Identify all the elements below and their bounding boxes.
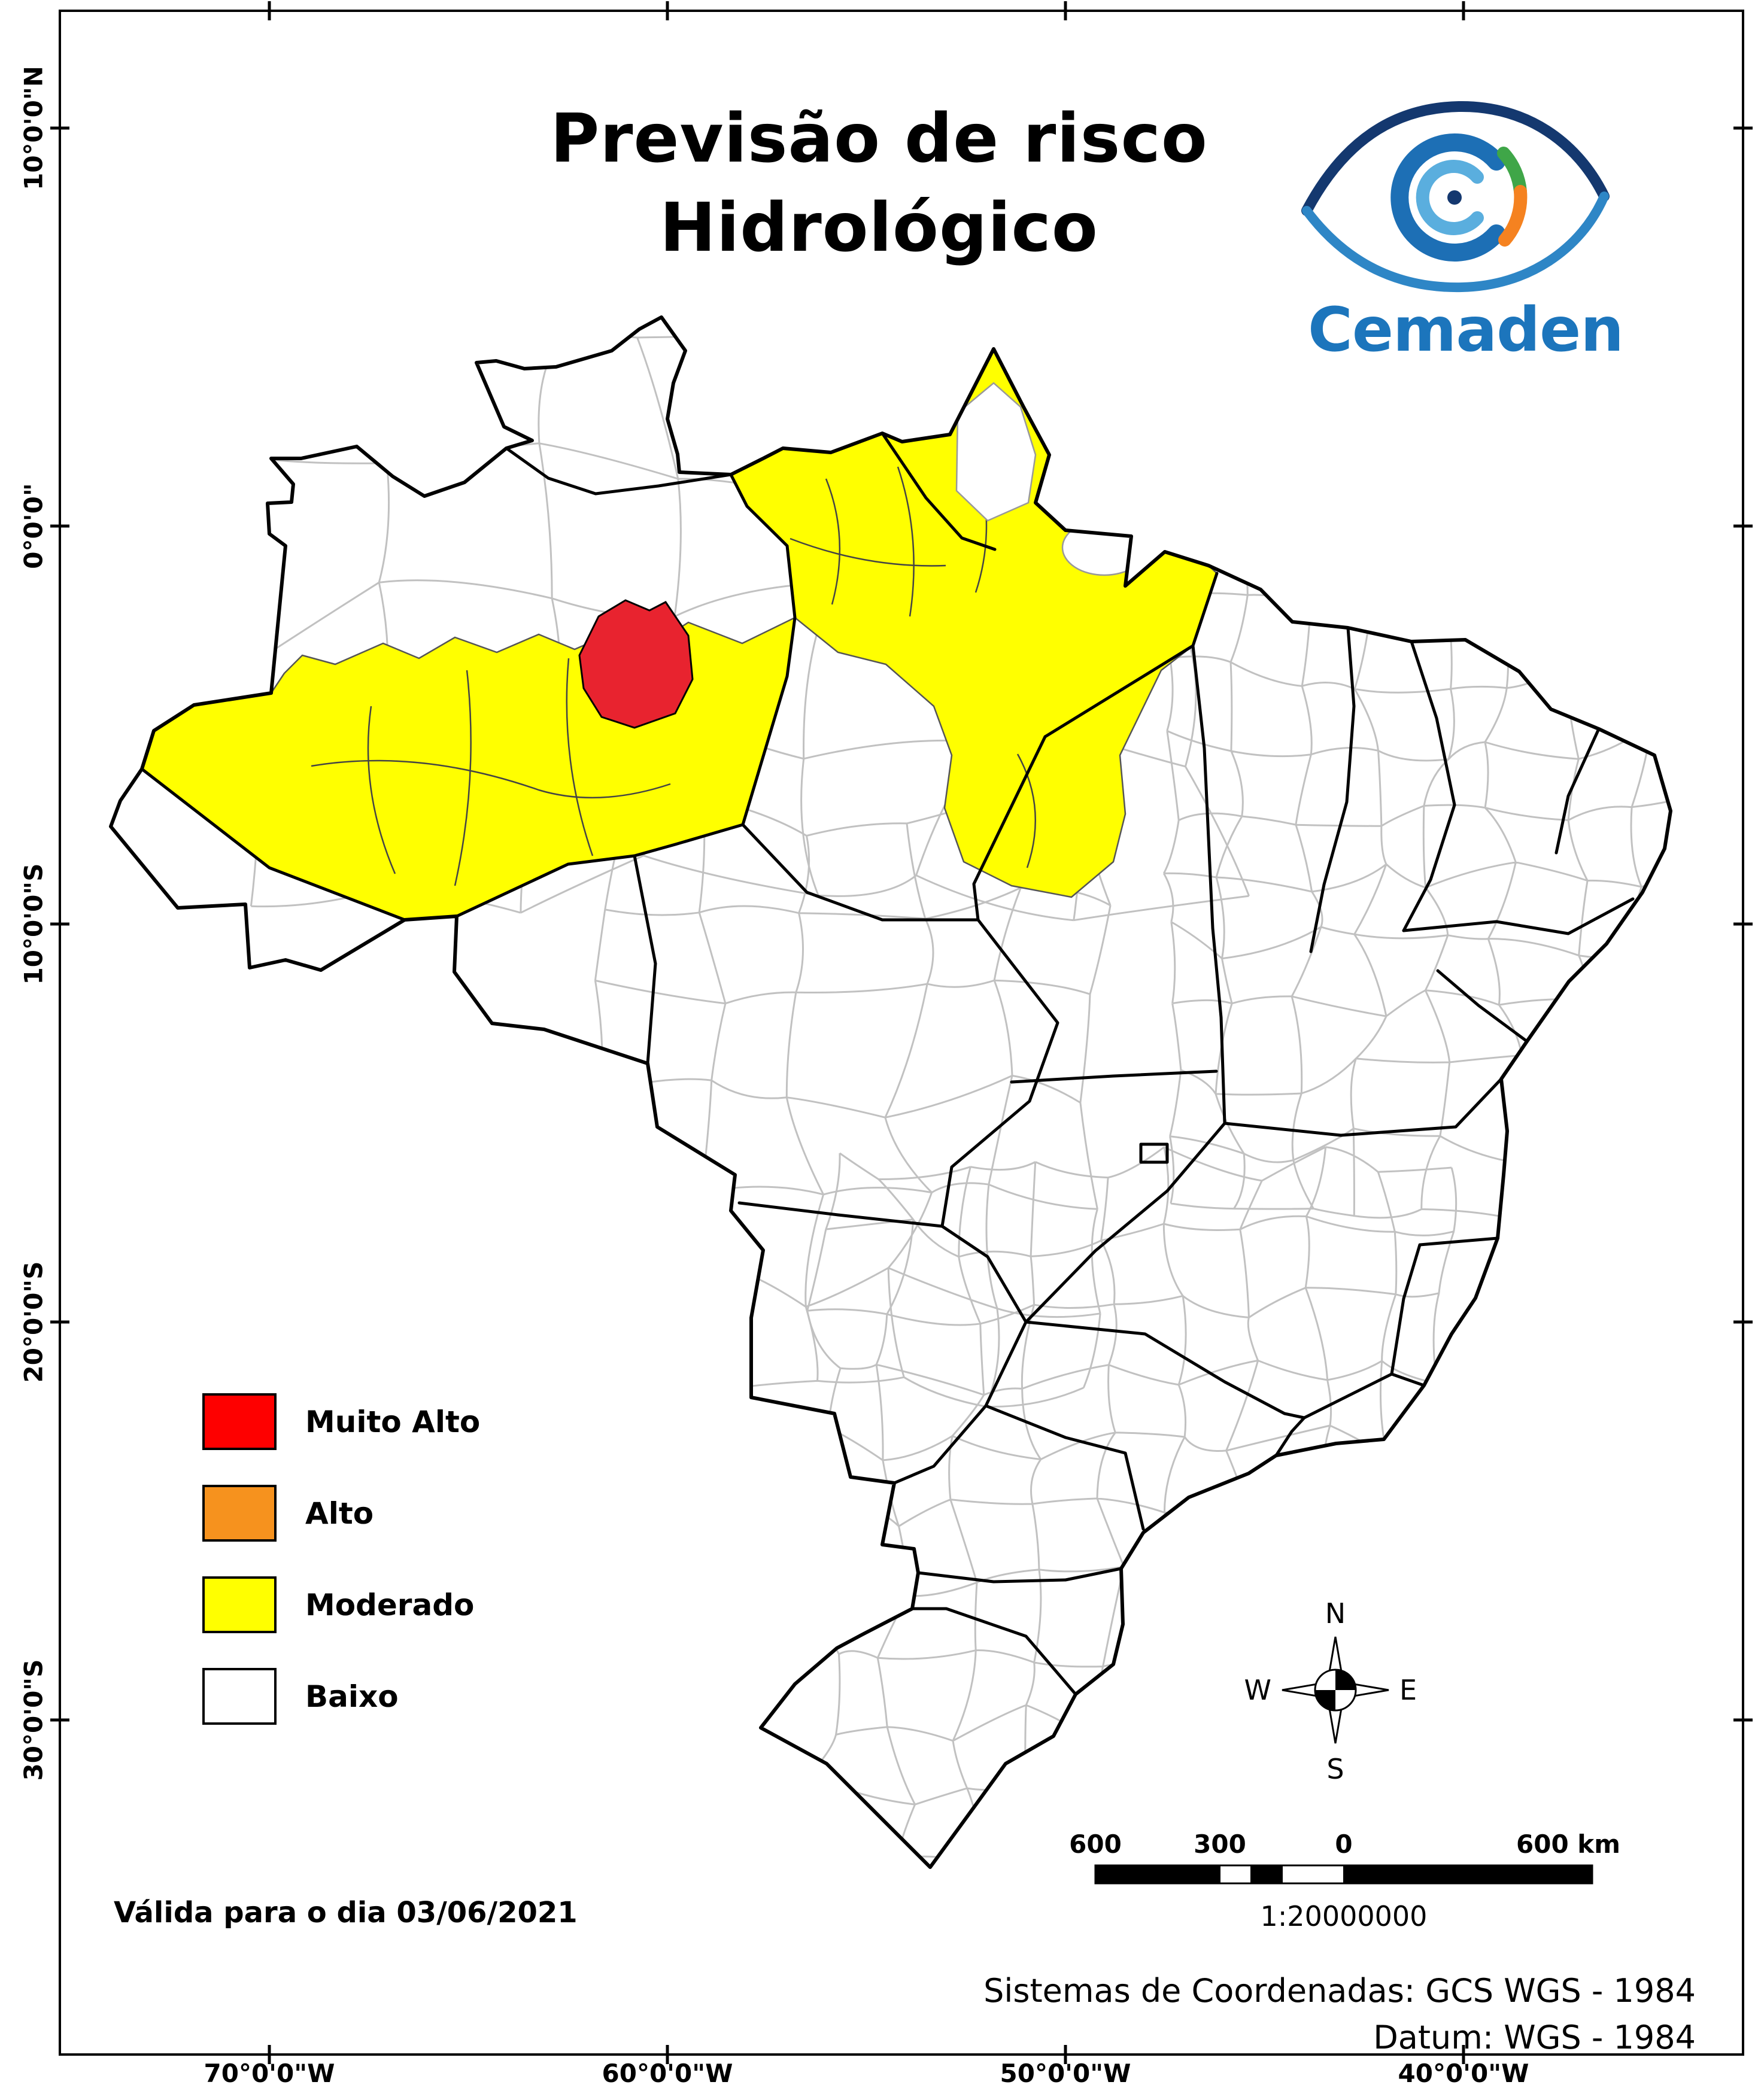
compass-label-n: N xyxy=(1325,1597,1346,1630)
lat-label-30s: 30°0'0"S xyxy=(19,1659,48,1781)
legend-label-baixo: Baixo xyxy=(305,1679,399,1714)
risk-legend: Muito Alto Alto Moderado Baixo xyxy=(202,1393,480,1759)
compass-label-s: S xyxy=(1326,1753,1344,1785)
marajo-island xyxy=(1061,519,1147,576)
map-title-line1: Previsão de risco xyxy=(550,100,1208,178)
baixo-enclave-amapa xyxy=(955,382,1037,522)
legend-swatch-moderado xyxy=(202,1576,277,1633)
scale-ratio: 1:20000000 xyxy=(1261,1900,1428,1932)
cemaden-eye-icon xyxy=(1301,101,1610,293)
lat-label-0: 0°0'0" xyxy=(19,483,48,569)
lat-label-10s: 10°0'0"S xyxy=(19,863,48,985)
lat-label-20s: 20°0'0"S xyxy=(19,1261,48,1383)
axis-ticks xyxy=(50,1,1753,2064)
scale-label-600km: 600 km xyxy=(1516,1829,1620,1859)
scale-label-600-left: 600 xyxy=(1069,1829,1122,1859)
legend-swatch-baixo xyxy=(202,1668,277,1725)
scale-label-300: 300 xyxy=(1194,1829,1246,1859)
map-frame xyxy=(59,10,1744,2056)
map-title: Previsão de risco Hidrológico xyxy=(0,95,1758,273)
legend-label-alto: Alto xyxy=(305,1496,374,1531)
compass-rose: N S W E xyxy=(1244,1597,1417,1785)
lon-label-60w: 60°0'0"W xyxy=(602,2059,733,2088)
coordinate-system-note: Sistemas de Coordenadas: GCS WGS - 1984 … xyxy=(983,1968,1696,2062)
moderado-inner-boundaries xyxy=(311,466,1037,886)
legend-item-moderado: Moderado xyxy=(202,1576,480,1633)
lon-label-50w: 50°0'0"W xyxy=(1000,2059,1131,2088)
legend-item-alto: Alto xyxy=(202,1485,480,1542)
state-boundaries xyxy=(140,431,1635,1696)
risk-region-muito-alto xyxy=(578,599,694,729)
legend-label-moderado: Moderado xyxy=(305,1587,475,1622)
legend-swatch-muito-alto xyxy=(202,1393,277,1450)
cemaden-wordmark: Cemaden xyxy=(1308,294,1624,366)
compass-label-e: E xyxy=(1399,1674,1417,1706)
lat-label-10n: 10°0'0"N xyxy=(19,66,48,190)
scale-label-0: 0 xyxy=(1335,1829,1352,1859)
datum-line: Datum: WGS - 1984 xyxy=(1373,2019,1696,2057)
legend-item-baixo: Baixo xyxy=(202,1668,480,1725)
lon-label-40w: 40°0'0"W xyxy=(1398,2059,1529,2088)
legend-swatch-alto xyxy=(202,1485,277,1542)
scale-bar: 600 300 0 600 km 1:20000000 xyxy=(1069,1829,1620,1932)
validity-text: Válida para o dia 03/06/2021 xyxy=(114,1896,578,1929)
map-title-line2: Hidrológico xyxy=(660,189,1098,267)
compass-label-w: W xyxy=(1244,1674,1271,1706)
legend-label-muito-alto: Muito Alto xyxy=(305,1404,481,1439)
lon-label-70w: 70°0'0"W xyxy=(204,2059,335,2088)
coordinate-system-line: Sistemas de Coordenadas: GCS WGS - 1984 xyxy=(983,1972,1696,2010)
legend-item-muito-alto: Muito Alto xyxy=(202,1393,480,1450)
